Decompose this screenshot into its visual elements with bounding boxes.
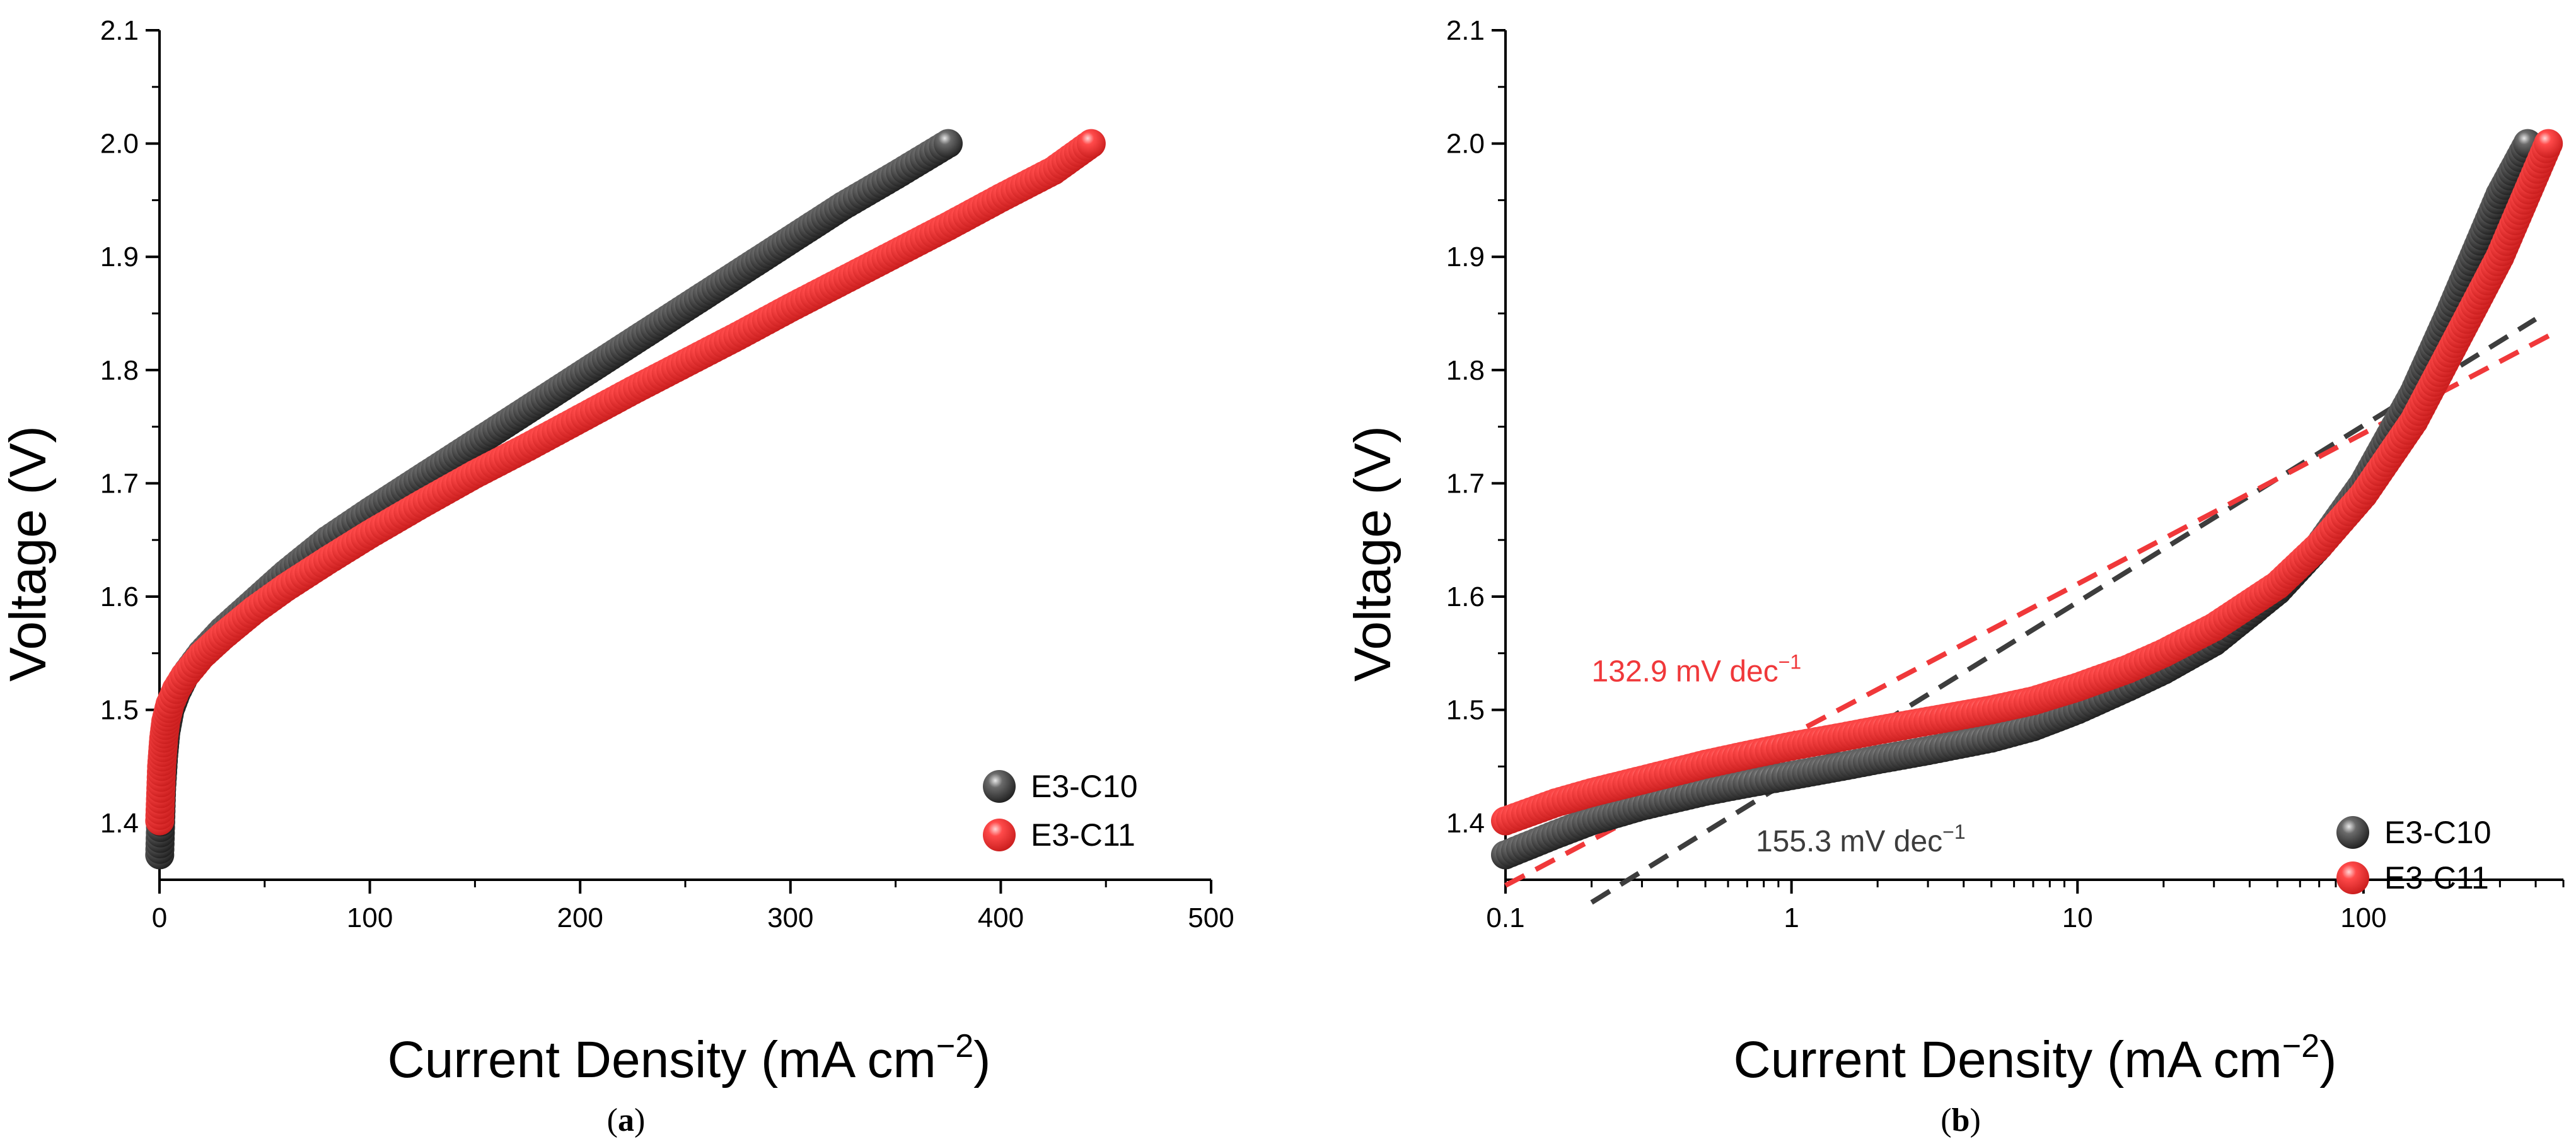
x-tick-label: 1 <box>1784 902 1799 933</box>
legend-marker <box>983 770 1016 803</box>
legend-label: E3-C10 <box>2384 815 2492 850</box>
x-tick-label: 300 <box>767 902 813 933</box>
y-tick-label: 1.4 <box>1446 808 1485 839</box>
x-tick-label: 400 <box>978 902 1024 933</box>
legend-marker <box>2336 816 2369 849</box>
x-tick-label: 100 <box>2340 902 2386 933</box>
series-E3-C10 <box>1491 129 2543 870</box>
panel-a-plot: 0 100 200 300 400 500 1.4 1.5 1.6 1.7 1.8 1.9 2.0 2.1… <box>100 15 1234 933</box>
panel-b-plot: 0.1 1 10 100 1.4 1.5 1.6 1.7 1.8 1.9 2.0 2.1 155.3 m… <box>1446 15 2565 933</box>
y-tick-label: 2.0 <box>1446 129 1485 160</box>
x-tick-label: 0 <box>152 902 167 933</box>
panel-b: 0.1 1 10 100 1.4 1.5 1.6 1.7 1.8 1.9 2.0 2.1 155.3 m… <box>1344 15 2565 1138</box>
x-tick-label: 0.1 <box>1486 902 1524 933</box>
panel-a: 0 100 200 300 400 500 1.4 1.5 1.6 1.7 1.8 1.9 2.0 2.1… <box>0 15 1234 1138</box>
y-tick-label: 1.8 <box>100 355 139 386</box>
series-layer <box>1491 129 2563 870</box>
data-point <box>1076 129 1106 158</box>
y-tick-label: 1.9 <box>100 242 139 272</box>
panel-b-xlabel: Current Density (mA cm−2) <box>1734 1028 2337 1089</box>
legend-label: E3-C11 <box>1031 817 1135 853</box>
y-tick-label: 2.1 <box>100 15 139 46</box>
series-E3-C10 <box>145 129 963 870</box>
tafel-slope-label: 132.9 mV dec−1 <box>1592 651 1802 689</box>
y-tick-label: 1.6 <box>100 581 139 612</box>
x-tick-label: 500 <box>1188 902 1234 933</box>
y-tick-label: 1.5 <box>1446 695 1485 726</box>
legend-entry-E3-C10: E3-C10 <box>983 769 1138 804</box>
y-tick-label: 1.4 <box>100 808 139 839</box>
tafel-fit-line <box>1590 317 2538 905</box>
x-tick-label: 200 <box>557 902 603 933</box>
panel-a-caption: (a) <box>607 1102 646 1138</box>
tafel-fit-line <box>1504 332 2552 888</box>
x-tick-label: 100 <box>347 902 393 933</box>
y-tick-label: 1.5 <box>100 695 139 726</box>
legend-entry-E3-C11: E3-C11 <box>2336 860 2489 896</box>
series-E3-C11 <box>145 129 1106 836</box>
y-tick-label: 1.7 <box>100 468 139 499</box>
legend-marker <box>2336 861 2369 894</box>
series-E3-C11 <box>1491 129 2563 836</box>
panel-b-ylabel: Voltage (V) <box>1344 426 1401 682</box>
panel-a-xlabel: Current Density (mA cm−2) <box>388 1028 991 1089</box>
y-tick-label: 2.1 <box>1446 15 1485 46</box>
data-point <box>2534 129 2563 158</box>
y-tick-label: 1.9 <box>1446 242 1485 272</box>
legend-entry-E3-C11: E3-C11 <box>983 817 1135 853</box>
legend-entry-E3-C10: E3-C10 <box>2336 815 2492 850</box>
y-tick-label: 2.0 <box>100 129 139 160</box>
tafel-slope-label: 155.3 mV dec−1 <box>1756 820 1966 858</box>
series-layer <box>145 129 1106 870</box>
legend-marker <box>983 819 1016 851</box>
legend-label: E3-C10 <box>1031 769 1138 804</box>
panel-b-caption: (b) <box>1941 1102 1981 1138</box>
y-tick-label: 1.7 <box>1446 468 1485 499</box>
y-tick-label: 1.8 <box>1446 355 1485 386</box>
y-tick-label: 1.6 <box>1446 581 1485 612</box>
x-tick-label: 10 <box>2062 902 2093 933</box>
panel-a-ylabel: Voltage (V) <box>0 426 57 682</box>
legend-label: E3-C11 <box>2384 860 2489 896</box>
data-point <box>934 129 963 158</box>
